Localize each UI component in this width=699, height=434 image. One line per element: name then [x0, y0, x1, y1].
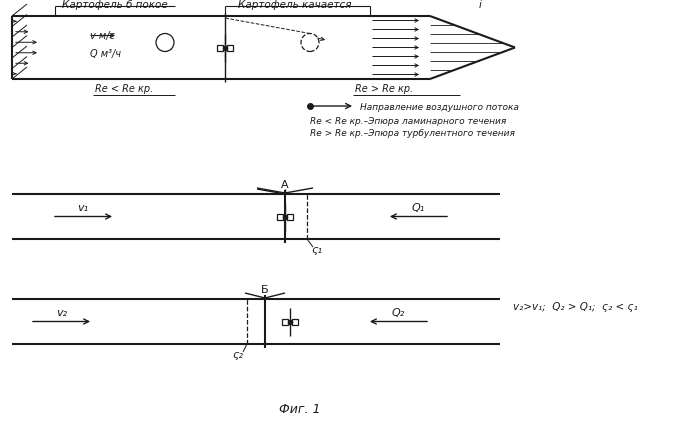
Text: А: А	[281, 180, 289, 190]
Bar	[277, 214, 283, 220]
Text: Б: Б	[261, 284, 269, 294]
Text: Re > Re кр.: Re > Re кр.	[355, 84, 413, 94]
Bar	[227, 46, 233, 51]
Text: Q м³/ч: Q м³/ч	[90, 48, 121, 58]
Text: v м/с: v м/с	[90, 31, 115, 41]
Text: Re > Re кр.–Эпюра турбулентного течения: Re > Re кр.–Эпюра турбулентного течения	[310, 129, 515, 138]
Text: Направление воздушного потока: Направление воздушного потока	[360, 102, 519, 111]
Bar	[217, 46, 223, 51]
Text: Re < Re кр.: Re < Re кр.	[95, 84, 153, 94]
Bar	[292, 319, 298, 325]
Circle shape	[156, 34, 174, 53]
Text: Q₁: Q₁	[412, 203, 424, 213]
Text: v₁: v₁	[78, 203, 89, 213]
Text: Q₂: Q₂	[391, 308, 405, 318]
Text: v₂: v₂	[57, 308, 68, 318]
Bar	[282, 319, 288, 325]
Text: v₂>v₁;  Q₂ > Q₁;  ς₂ < ς₁: v₂>v₁; Q₂ > Q₁; ς₂ < ς₁	[512, 302, 637, 312]
Text: ς₂: ς₂	[232, 349, 243, 359]
Bar	[287, 214, 293, 220]
Text: Картофель б покое: Картофель б покое	[62, 0, 168, 10]
Text: ς₁: ς₁	[311, 244, 322, 254]
Text: Re < Re кр.–Эпюра ламинарного течения: Re < Re кр.–Эпюра ламинарного течения	[310, 116, 506, 125]
Text: Картофель качается: Картофель качается	[238, 0, 352, 10]
Text: i: i	[479, 0, 482, 10]
Text: Фиг. 1: Фиг. 1	[279, 403, 321, 415]
